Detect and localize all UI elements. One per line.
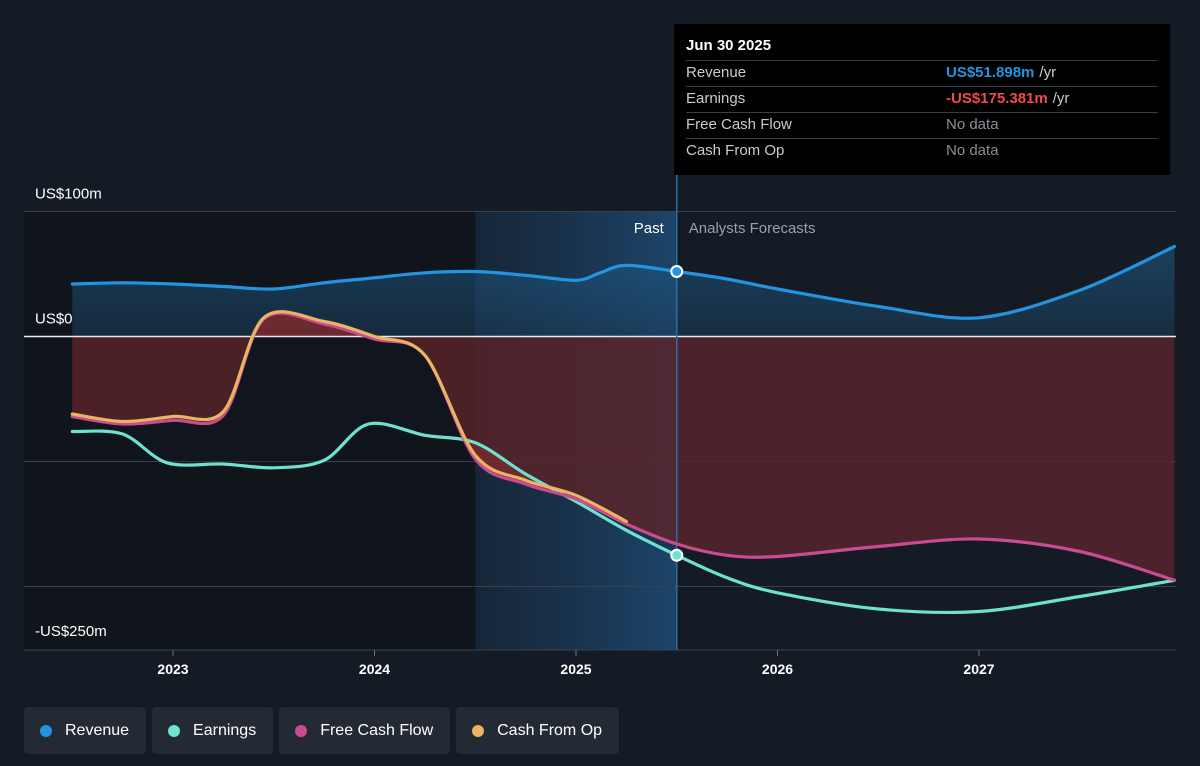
legend-dot-icon [472,724,485,737]
tooltip: Jun 30 2025 Revenue US$51.898m/yr Earnings… [674,24,1170,175]
y-axis-label: -US$250m [35,623,107,640]
legend-item-cash-from-op[interactable]: Cash From Op [456,707,620,754]
legend-item-free-cash-flow[interactable]: Free Cash Flow [279,707,451,754]
legend-dot-icon [168,724,181,737]
tooltip-row: Cash From Op No data [686,138,1158,164]
tooltip-row: Earnings -US$175.381m/yr [686,86,1158,112]
tooltip-row: Free Cash Flow No data [686,112,1158,138]
legend-dot-icon [40,724,52,737]
legend-label: Earnings [193,721,257,739]
hover-markers [670,265,684,562]
y-axis-label: US$100m [35,186,102,203]
legend-label: Revenue [65,721,130,739]
tooltip-row-value: US$51.898m [946,64,1035,81]
legend-dot-icon [295,724,308,737]
tooltip-row-unit: /yr [1052,90,1070,107]
legend-item-revenue[interactable]: Revenue [24,707,147,754]
legend-label: Cash From Op [497,721,603,739]
earnings-area [72,336,677,556]
tooltip-rows: Revenue US$51.898m/yr Earnings -US$175.381m… [686,60,1158,164]
tooltip-row-name: Revenue [686,64,747,81]
x-axis-ticks: 2023 2024 2025 2026 2027 [157,650,995,677]
tooltip-row-name: Earnings [686,90,746,107]
legend-label: Free Cash Flow [320,721,434,739]
tooltip-row-value: -US$175.381m [946,90,1048,107]
x-tick-label: 2026 [762,661,793,677]
legend: Revenue Earnings Free Cash Flow Cash From O… [24,707,620,754]
tooltip-row-unit: /yr [1039,64,1057,81]
past-label: Past [634,220,665,237]
earnings-marker [670,548,684,562]
revenue-marker [670,265,684,278]
negative-area-past [72,313,677,544]
tooltip-row: Revenue US$51.898m/yr [686,60,1158,86]
revenue-line [70,244,1177,320]
forecast-label: Analysts Forecasts [689,220,816,237]
x-tick-label: 2025 [560,661,591,677]
negative-area-forecast [676,336,1175,581]
tooltip-row-value: No data [946,116,999,133]
revenue-area [72,246,1175,337]
x-tick-label: 2027 [963,661,994,677]
y-axis-label: US$0 [35,311,73,328]
tooltip-date: Jun 30 2025 [686,37,772,54]
y-axis-labels: US$100m US$0 -US$250m [35,186,107,641]
x-tick-label: 2023 [157,661,188,677]
tooltip-row-name: Free Cash Flow [686,116,792,133]
x-tick-label: 2024 [359,661,390,677]
area-fills [72,246,1175,581]
cash-from-op-line [70,310,628,524]
legend-item-earnings[interactable]: Earnings [152,707,274,754]
series-lines [70,244,1177,614]
tooltip-row-value: No data [946,142,999,159]
tooltip-row-name: Cash From Op [686,142,785,159]
